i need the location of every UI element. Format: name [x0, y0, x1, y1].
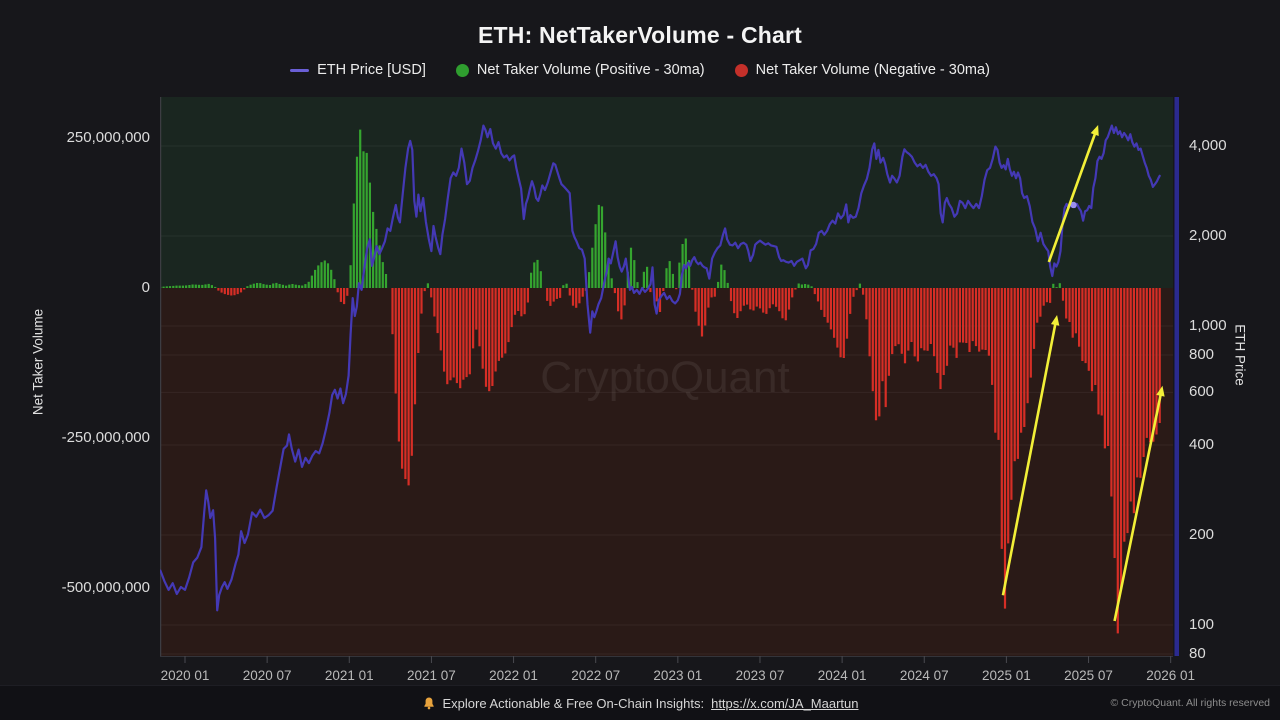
right-axis-tick-label: 100: [1189, 616, 1215, 633]
right-axis-tick-label: 1,000: [1189, 317, 1227, 334]
right-axis-tick-label: 800: [1189, 345, 1215, 363]
legend: ETH Price [USD] Net Taker Volume (Positi…: [0, 62, 1280, 78]
legend-label: Net Taker Volume (Positive - 30ma): [476, 62, 705, 78]
watermark: CryptoQuant: [540, 353, 789, 402]
right-axis-line: [1174, 97, 1179, 656]
x-axis-tick-label: 2024 07: [899, 668, 949, 683]
x-axis-tick-label: 2022 01: [489, 668, 538, 683]
right-axis-tick-label: 200: [1189, 525, 1215, 543]
x-axis-tick-label: 2026 01: [1146, 668, 1196, 683]
right-axis-tick-label: 4,000: [1189, 136, 1227, 154]
right-axis-tick-label: 2,000: [1189, 226, 1227, 244]
price-highlight-dot: [1070, 201, 1077, 209]
footer-promo: Explore Actionable & Free On-Chain Insig…: [0, 686, 1280, 720]
right-axis-tick-label: 600: [1189, 383, 1215, 401]
line-swatch-icon: [290, 68, 310, 72]
x-axis-tick-label: 2021 07: [407, 668, 456, 683]
x-axis-tick-label: 2020 07: [242, 668, 292, 683]
left-axis-tick-label: -250,000,000: [61, 429, 150, 446]
left-axis-tick-label: 0: [141, 279, 150, 296]
x-axis-tick-label: 2021 01: [324, 668, 374, 683]
footer-copyright: © CryptoQuant. All rights reserved: [1110, 697, 1270, 709]
right-axis-tick-label: 80: [1189, 644, 1206, 662]
chart-title: ETH: NetTakerVolume - Chart: [477, 22, 803, 48]
x-axis-tick-label: 2024 01: [817, 668, 867, 683]
x-axis-tick-label: 2023 07: [735, 668, 785, 683]
right-axis-tick-label: 400: [1189, 435, 1215, 453]
x-axis-tick-label: 2022 07: [571, 668, 621, 683]
x-axis-tick-label: 2025 07: [1064, 668, 1113, 683]
annotation-arrows: [1001, 125, 1165, 622]
legend-label: ETH Price [USD]: [317, 62, 426, 78]
footer: Explore Actionable & Free On-Chain Insig…: [0, 685, 1280, 720]
legend-item-positive-volume[interactable]: Net Taker Volume (Positive - 30ma): [455, 62, 705, 78]
dot-negative-icon: [734, 63, 748, 77]
legend-item-negative-volume[interactable]: Net Taker Volume (Negative - 30ma): [734, 62, 990, 78]
legend-label: Net Taker Volume (Negative - 30ma): [755, 62, 990, 78]
x-axis-tick-label: 2020 01: [160, 668, 210, 683]
left-axis-title: Net Taker Volume: [30, 308, 46, 416]
bell-icon: [423, 697, 434, 709]
x-axis-tick-label: 2023 01: [653, 668, 703, 683]
footer-promo-link[interactable]: https://x.com/JA_Maartun: [711, 695, 859, 711]
left-axis-tick-label: -500,000,000: [61, 579, 150, 596]
footer-promo-text: Explore Actionable & Free On-Chain Insig…: [442, 695, 705, 711]
plot-bg-positive: [160, 97, 1173, 288]
x-axis-tick-label: 2025 01: [981, 668, 1031, 683]
volume-bars: [160, 129, 1161, 634]
eth-price-line: [160, 124, 1161, 612]
legend-item-eth-price[interactable]: ETH Price [USD]: [290, 62, 426, 78]
dot-positive-icon: [455, 63, 469, 77]
chart-plot-area[interactable]: CryptoQuant: [160, 97, 1180, 677]
left-axis-tick-label: 250,000,000: [66, 129, 150, 146]
right-axis-title: ETH Price: [1232, 324, 1248, 386]
